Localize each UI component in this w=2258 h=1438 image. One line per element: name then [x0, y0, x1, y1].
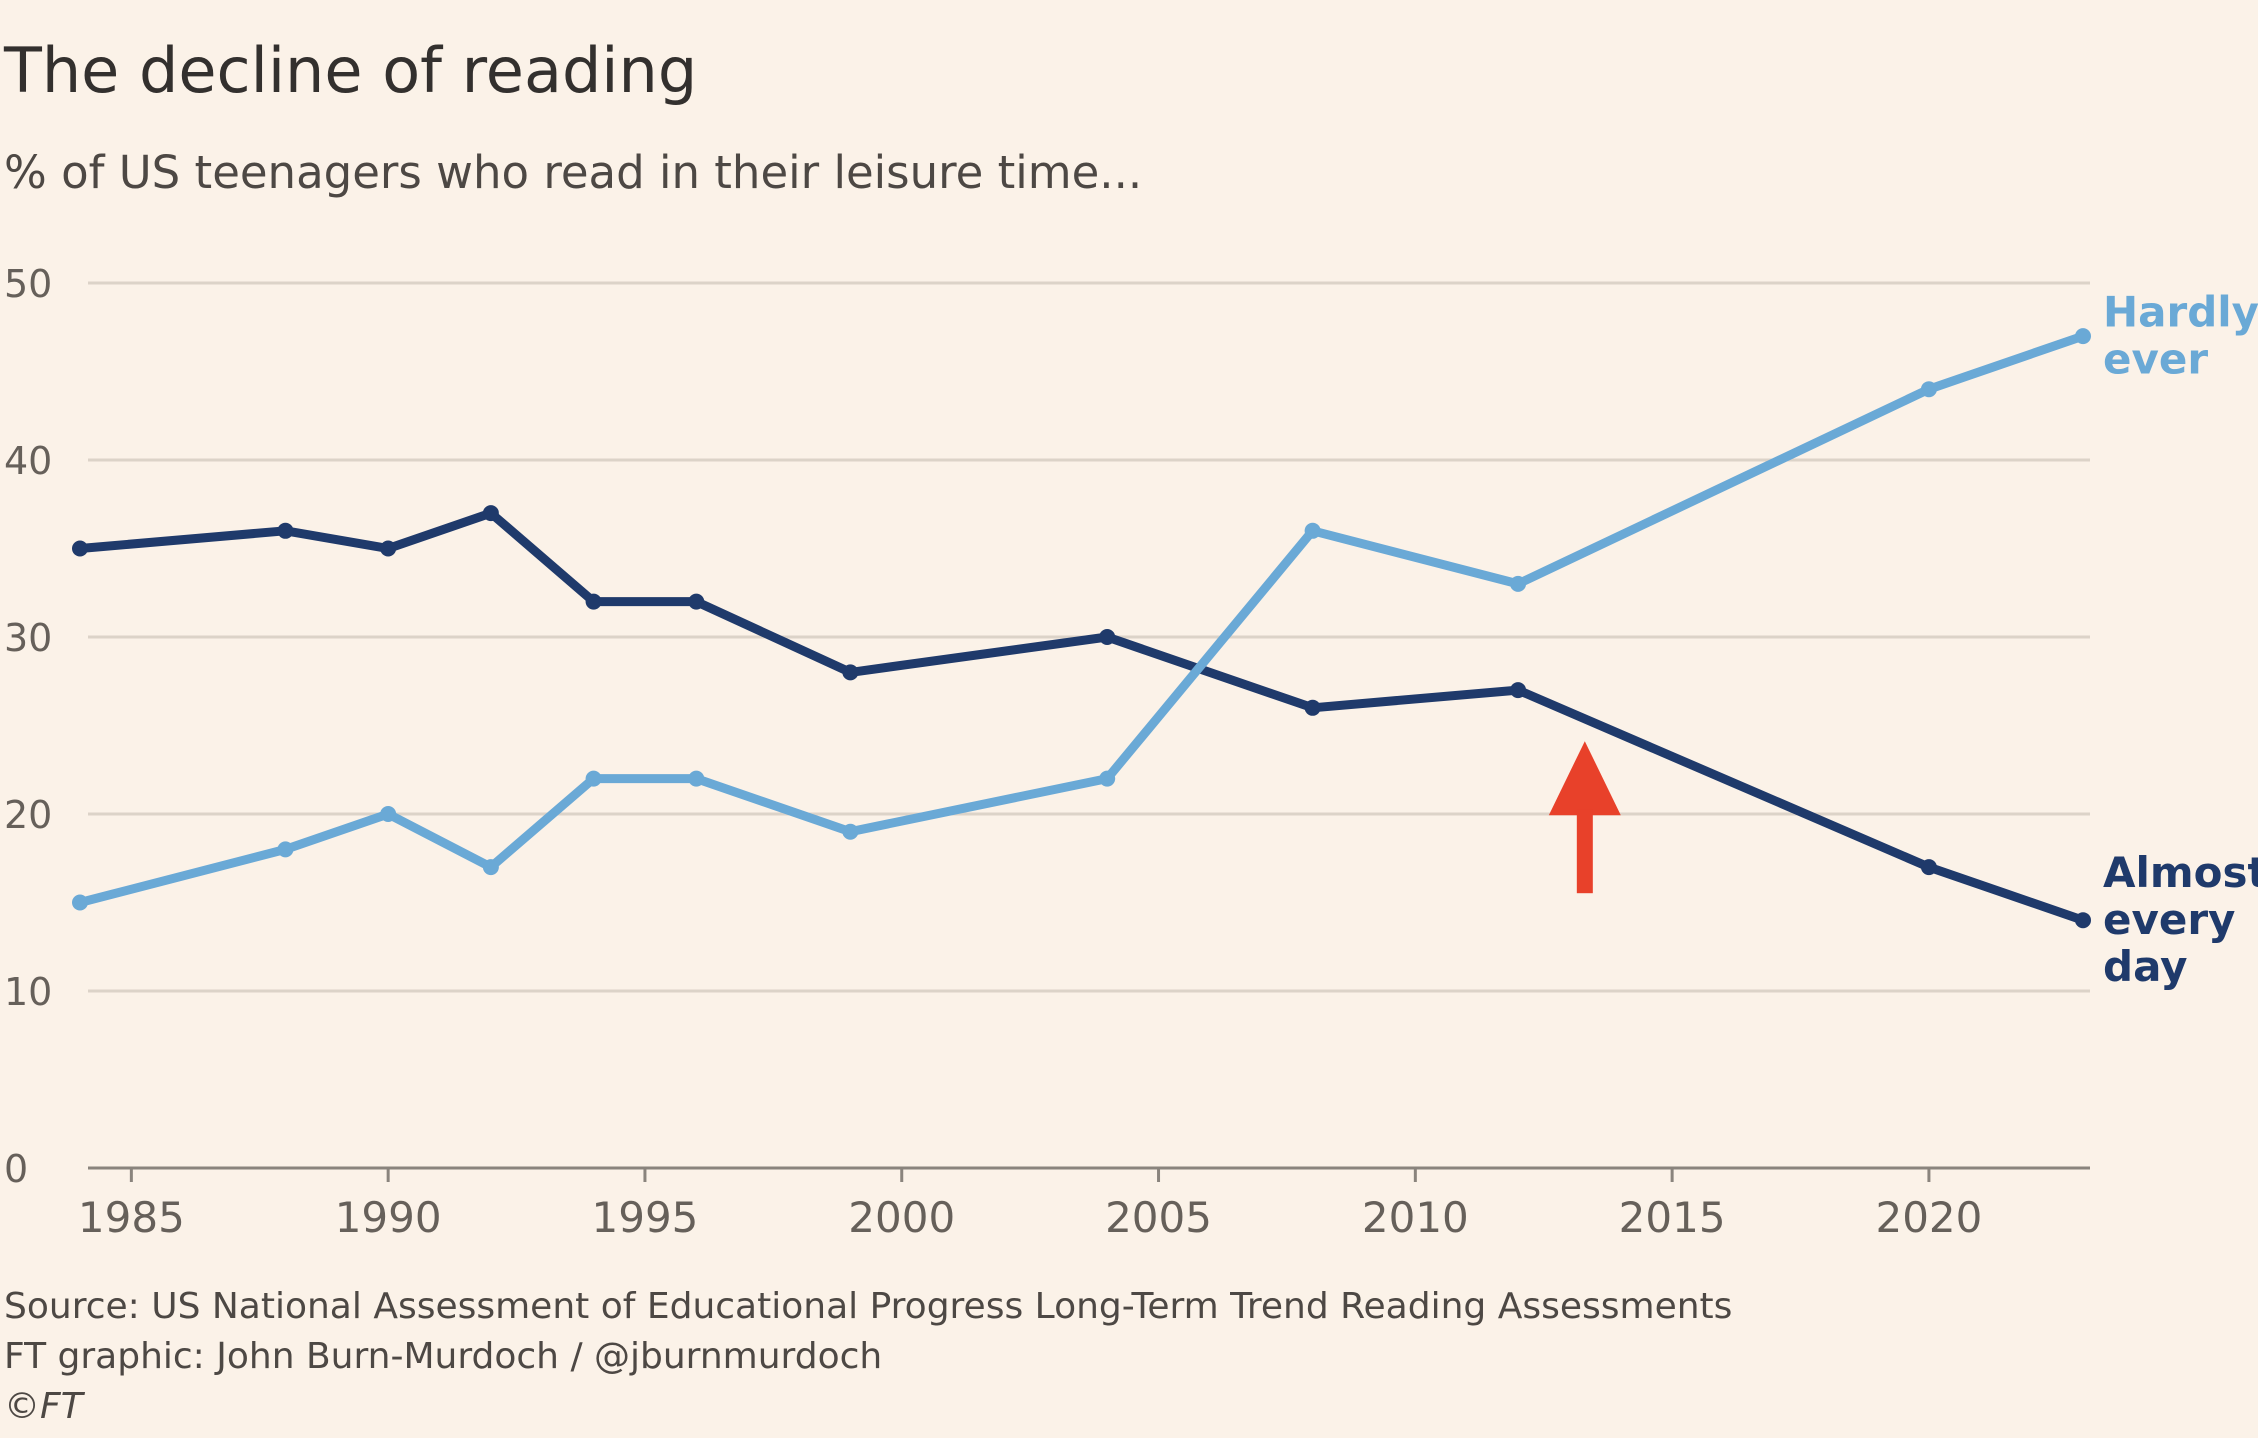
point-hardly-ever-1992: [482, 859, 499, 876]
series-lines: [72, 328, 2091, 929]
point-almost-every-day-1984: [72, 540, 88, 557]
x-tick-label-2015: 2015: [1619, 1193, 1726, 1242]
point-hardly-ever-2008: [1304, 522, 1321, 539]
y-tick-label-40: 40: [4, 439, 52, 483]
point-almost-every-day-1994: [585, 593, 602, 610]
series-label-line: every: [2103, 895, 2235, 944]
point-hardly-ever-1990: [380, 806, 397, 822]
point-hardly-ever-2023: [2075, 328, 2091, 345]
point-almost-every-day-2004: [1099, 629, 1116, 645]
series-label-line: Almost: [2103, 848, 2258, 897]
point-hardly-ever-1994: [585, 770, 602, 787]
point-almost-every-day-1990: [380, 540, 397, 557]
point-almost-every-day-1992: [482, 505, 499, 522]
point-almost-every-day-1996: [688, 593, 705, 610]
point-almost-every-day-2023: [2075, 912, 2091, 929]
y-tick-label-20: 20: [4, 793, 52, 837]
point-hardly-ever-2004: [1099, 770, 1116, 787]
point-hardly-ever-1996: [688, 770, 705, 787]
x-tick-label-2020: 2020: [1875, 1193, 1982, 1242]
point-hardly-ever-1984: [72, 894, 88, 911]
series-label-line: day: [2103, 942, 2188, 991]
point-hardly-ever-1999: [842, 823, 859, 840]
point-hardly-ever-2020: [1920, 381, 1937, 398]
series-line-almost-every-day: [75, 508, 2088, 925]
annotation-arrow-head: [1548, 741, 1621, 816]
series-label-line: Hardly: [2103, 288, 2258, 337]
series-labels: Almost every day Hardly ever: [2103, 288, 2258, 992]
chart-title: The decline of reading: [4, 34, 698, 107]
point-almost-every-day-2020: [1920, 859, 1937, 876]
x-tick-label-2010: 2010: [1362, 1193, 1469, 1242]
y-axis-tick-labels: 0 10 20 30 40 50: [4, 262, 52, 1191]
point-hardly-ever-2012: [1510, 575, 1527, 592]
y-tick-label-30: 30: [4, 616, 52, 660]
chart-subtitle: % of US teenagers who read in their leis…: [4, 146, 1143, 199]
annotations: [1548, 741, 1621, 894]
x-tick-label-1985: 1985: [78, 1193, 185, 1242]
point-almost-every-day-2012: [1510, 682, 1527, 699]
series-label-hardly-ever: Hardly ever: [2103, 288, 2258, 384]
x-tick-label-1990: 1990: [335, 1193, 442, 1242]
series-label-almost-every-day: Almost every day: [2103, 848, 2258, 991]
series-label-line: ever: [2103, 335, 2208, 384]
y-tick-label-50: 50: [4, 262, 52, 306]
point-hardly-ever-1988: [277, 841, 294, 858]
source-note: Source: US National Assessment of Educat…: [4, 1286, 1733, 1327]
y-tick-label-0: 0: [4, 1147, 28, 1191]
y-tick-label-10: 10: [4, 970, 52, 1014]
graphic-credit: FT graphic: John Burn-Murdoch / @jburnmu…: [4, 1336, 883, 1377]
point-almost-every-day-2008: [1304, 699, 1321, 716]
point-almost-every-day-1999: [842, 664, 859, 681]
x-tick-label-2005: 2005: [1105, 1193, 1212, 1242]
x-axis: 1985 1990 1995 2000 2005 2010 2015 2020: [78, 1166, 2090, 1242]
series-line-hardly-ever: [75, 331, 2088, 907]
point-almost-every-day-1988: [277, 522, 294, 539]
annotation-arrow-shaft: [1576, 809, 1593, 894]
x-tick-label-1995: 1995: [592, 1193, 699, 1242]
x-tick-label-2000: 2000: [848, 1193, 955, 1242]
copyright-note: ©FT: [4, 1386, 83, 1427]
